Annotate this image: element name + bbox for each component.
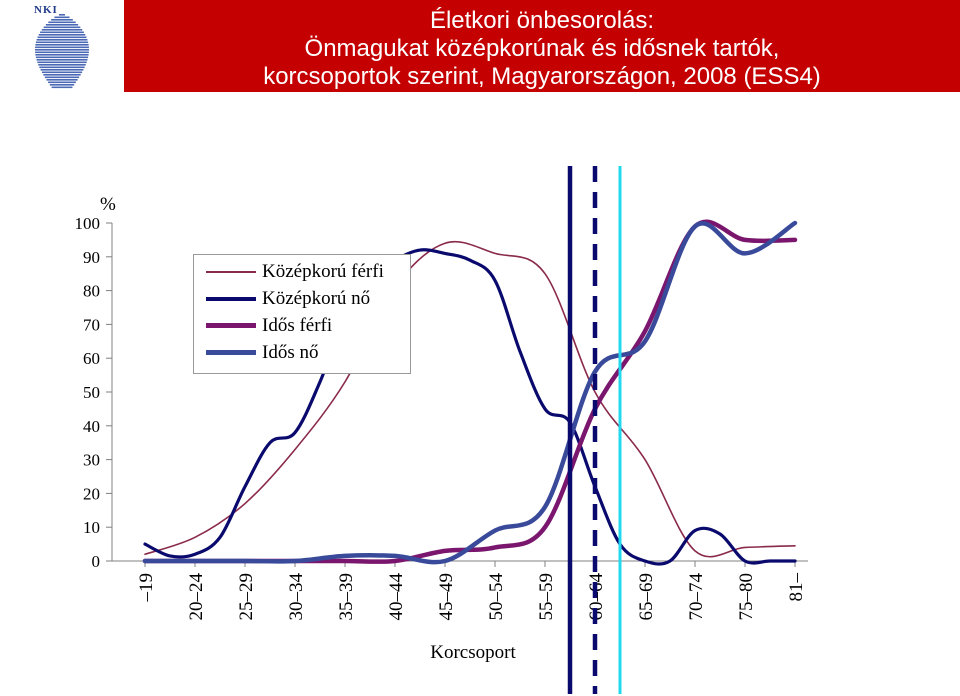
series-kozepkoru-ferfi bbox=[144, 240, 796, 558]
logo: NKI bbox=[0, 0, 124, 92]
y-tick-label: 20 bbox=[83, 484, 100, 503]
y-tick-label: 100 bbox=[75, 214, 101, 233]
y-tick-label: 10 bbox=[83, 518, 100, 537]
y-tick-label: 70 bbox=[83, 315, 100, 334]
x-tick-label: 20–24 bbox=[186, 573, 207, 621]
x-tick-label: 75–80 bbox=[736, 573, 757, 621]
x-tick-label: 25–29 bbox=[236, 573, 257, 621]
x-tick-label: 30–34 bbox=[286, 573, 307, 621]
legend-label-idos-no: Idős nő bbox=[262, 342, 319, 363]
y-tick-label: 0 bbox=[92, 552, 101, 571]
population-pyramid-icon bbox=[35, 14, 89, 89]
x-tick-label: 35–39 bbox=[336, 573, 357, 621]
y-tick-label: 30 bbox=[83, 451, 100, 470]
legend-label-idos-ferfi: Idős férfi bbox=[262, 315, 333, 336]
x-axis-label: Korcsoport bbox=[430, 642, 516, 663]
x-tick-label: 55–59 bbox=[536, 573, 557, 621]
page-title-line-2: Önmagukat középkorúnak és idősnek tartók… bbox=[304, 35, 780, 62]
y-tick-label: 40 bbox=[83, 417, 100, 436]
y-tick-label: 60 bbox=[83, 349, 100, 368]
x-tick-label: 40–44 bbox=[386, 573, 407, 621]
page-title-line-3: korcsoportok szerint, Magyarországon, 20… bbox=[263, 63, 821, 90]
header-bar: NKI Életkori önbesorolás: Önmagukat közé… bbox=[0, 0, 960, 92]
legend-label-kozepkoru-no: Középkorú nő bbox=[262, 288, 371, 309]
y-tick-label: 50 bbox=[83, 383, 100, 402]
legend: Középkorú férfi Középkorú nő Idős férfi … bbox=[193, 254, 411, 374]
x-tick-label: 70–74 bbox=[686, 573, 707, 621]
legend-swatch-idos-no bbox=[206, 350, 256, 355]
y-tick-label: 80 bbox=[83, 282, 100, 301]
legend-swatch-idos-ferfi bbox=[206, 323, 256, 328]
x-tick-label: 45–49 bbox=[436, 573, 457, 621]
x-tick-label: 50–54 bbox=[486, 573, 507, 621]
logo-label: NKI bbox=[34, 4, 58, 16]
page-title-line-1: Életkori önbesorolás: bbox=[429, 7, 655, 34]
x-tick-label: 65–69 bbox=[636, 573, 657, 621]
legend-swatch-kozepkoru-no bbox=[206, 297, 256, 301]
y-axis-label: % bbox=[100, 194, 116, 215]
legend-label-kozepkoru-ferfi: Középkorú férfi bbox=[262, 261, 384, 282]
series-idos-no bbox=[142, 220, 798, 565]
legend-swatch-kozepkoru-ferfi bbox=[206, 271, 256, 273]
series-kozepkoru-no bbox=[143, 248, 797, 566]
y-tick-label: 90 bbox=[83, 248, 100, 267]
x-tick-label: –19 bbox=[136, 573, 157, 603]
x-tick-label: 81– bbox=[786, 573, 807, 602]
